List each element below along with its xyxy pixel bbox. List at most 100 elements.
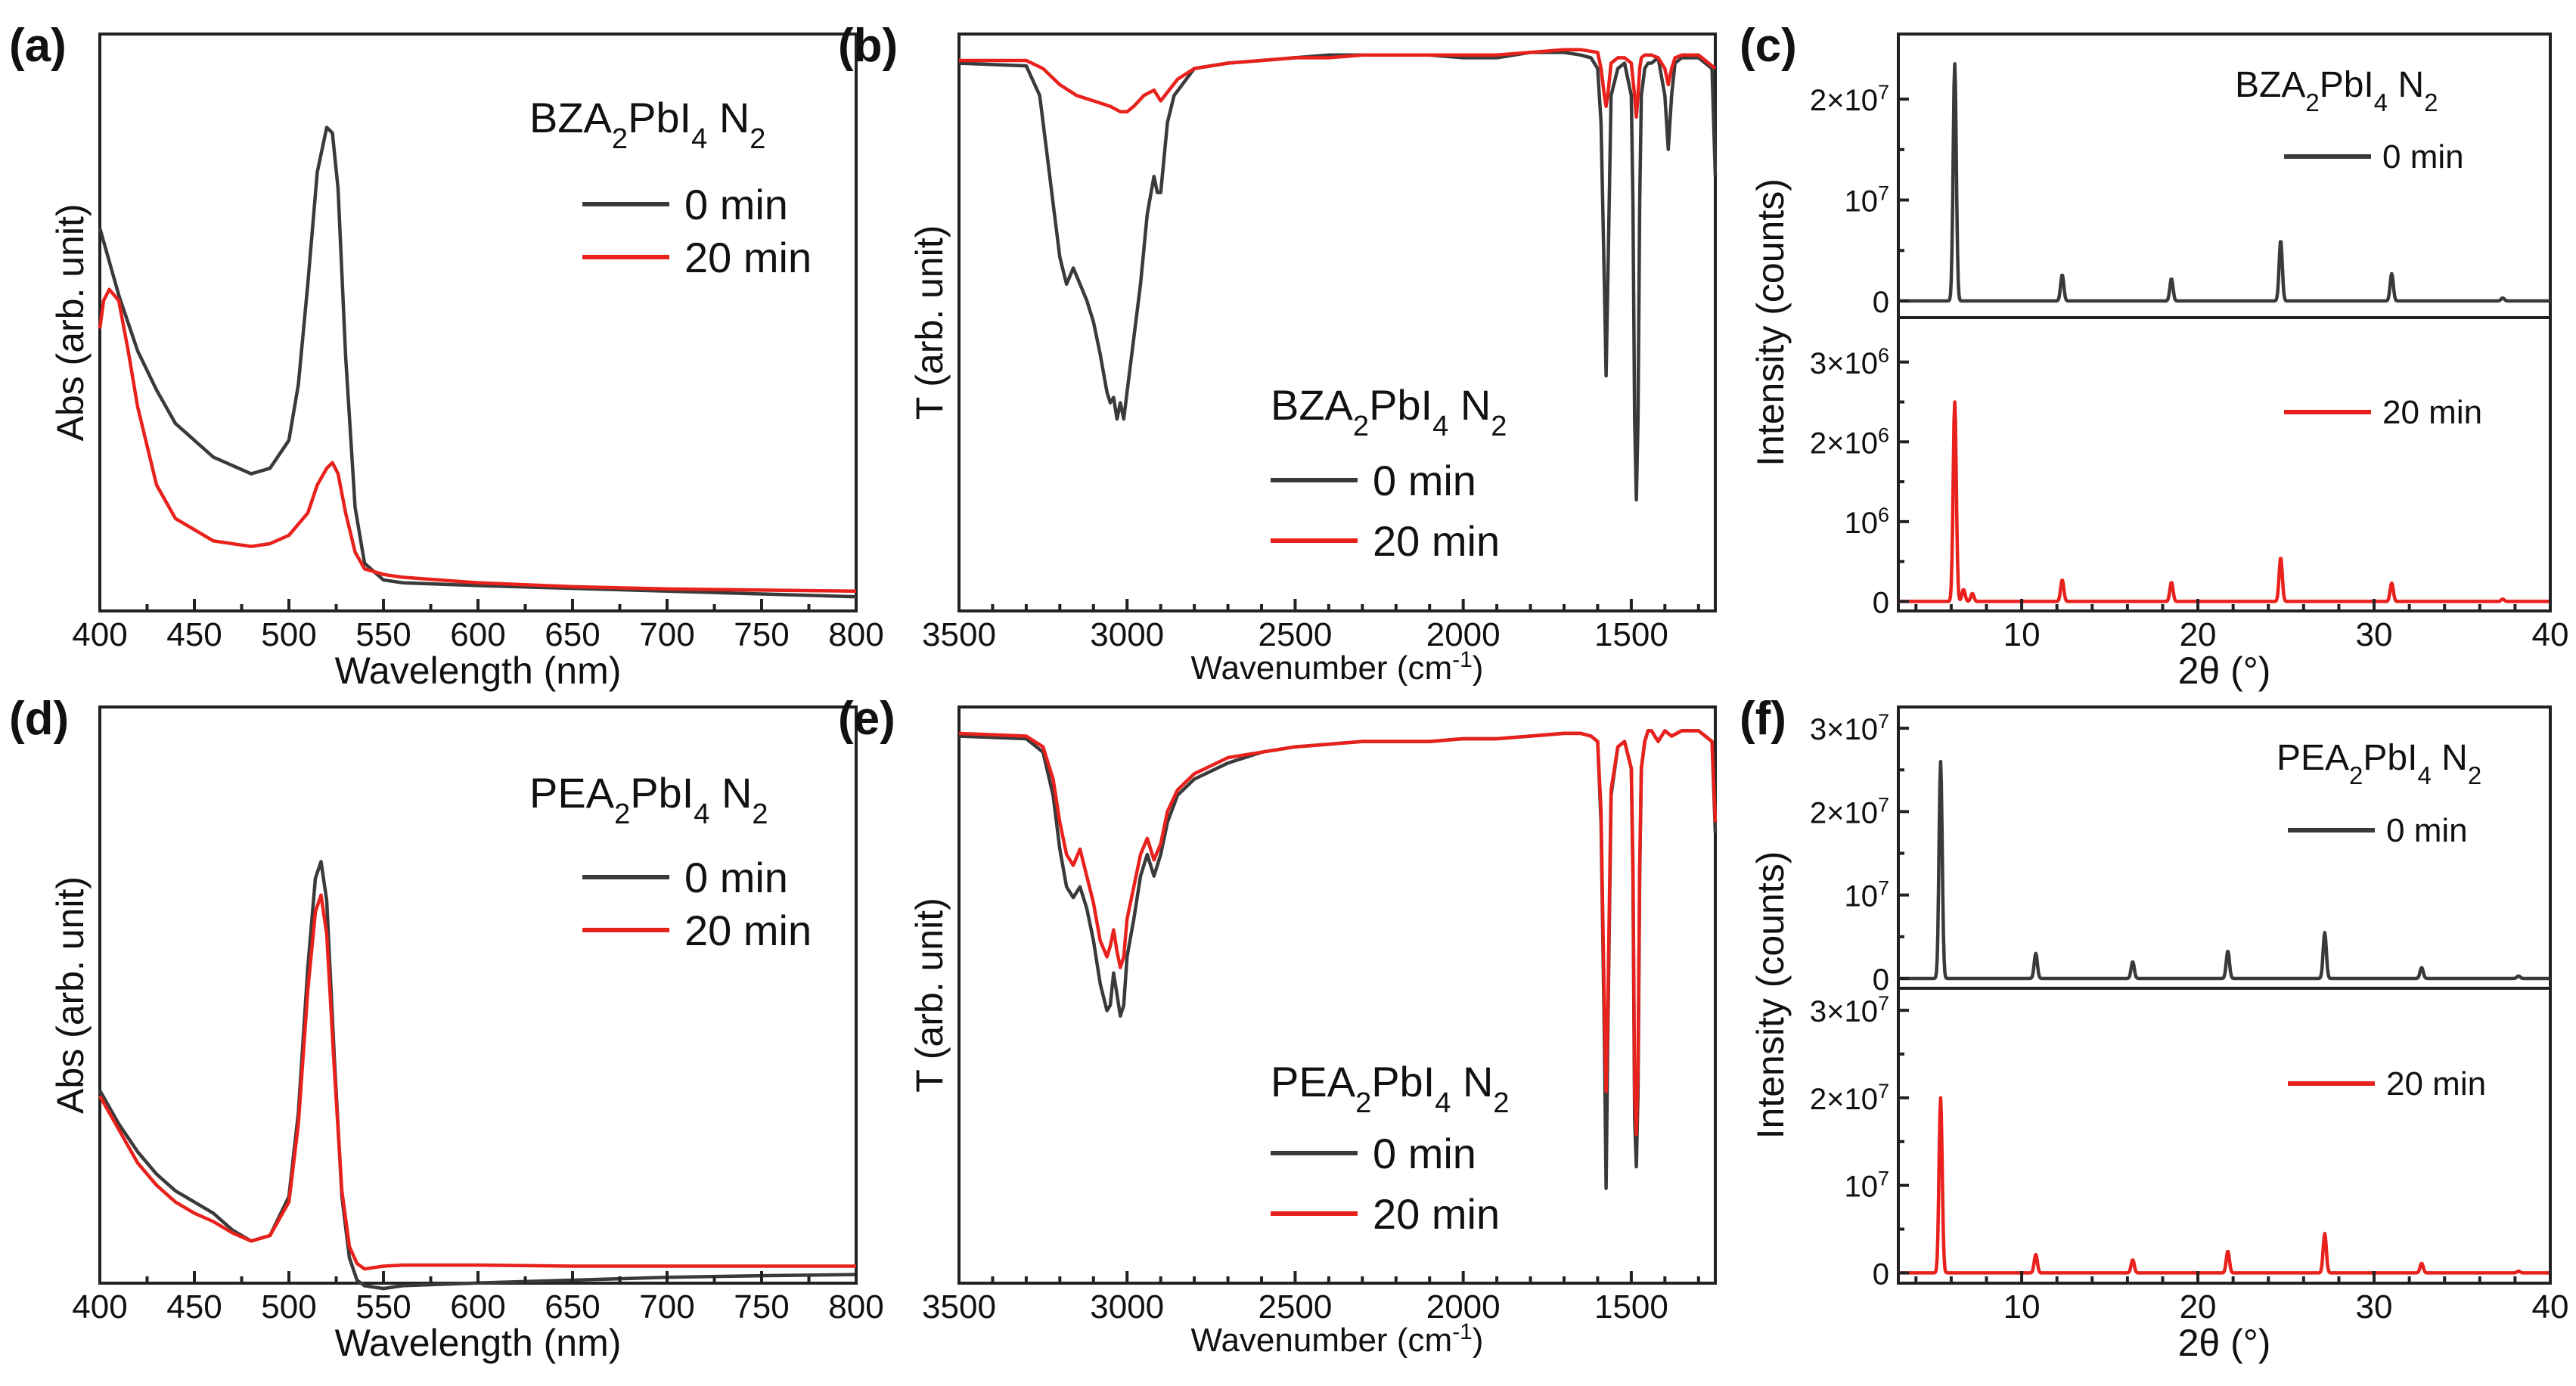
panel-c-legend-label: 20 min <box>2382 394 2482 431</box>
panel-e-compound-label: PEA2PbI4 N2 <box>1271 1058 1510 1119</box>
panel-a-xtick-label: 550 <box>355 616 411 653</box>
panel-c-xtick-label: 40 <box>2532 616 2569 653</box>
panel-a-xtick-label: 700 <box>639 616 694 653</box>
panel-f-ytick-label: 107 <box>1844 1167 1889 1204</box>
panel-a-ylabel: Abs (arb. unit) <box>49 203 92 441</box>
panel-e-xlabel: Wavenumber (cm-1) <box>1191 1319 1484 1360</box>
panel-a-legend-label: 0 min <box>684 181 788 228</box>
panel-f-xtick-label: 20 <box>2180 1288 2217 1326</box>
panel-a-xtick-label: 750 <box>734 616 789 653</box>
panel-f-legend-label: 20 min <box>2386 1065 2486 1102</box>
panel-b-xtick-label: 3500 <box>922 616 996 653</box>
panel-c-ytick-label: 2×107 <box>1810 81 1889 117</box>
panel-b-legend-label: 20 min <box>1373 517 1500 565</box>
panel-b-xtick-label: 1500 <box>1594 616 1668 653</box>
panel-d-xtick-label: 800 <box>828 1288 883 1326</box>
panel-a-xtick-label: 800 <box>828 616 883 653</box>
panel-c-compound-label: BZA2PbI4 N2 <box>2235 65 2438 116</box>
panel-c-ytick-label: 0 <box>1873 586 1889 619</box>
panel-a-xtick-label: 600 <box>450 616 505 653</box>
panel-f-ytick-label: 2×107 <box>1810 1080 1889 1116</box>
panel-c-letter: (c) <box>1740 20 1797 72</box>
panel-f-ytick-label: 3×107 <box>1810 992 1889 1028</box>
panel-d-xtick-label: 500 <box>261 1288 316 1326</box>
panel-a-xtick-label: 650 <box>545 616 600 653</box>
panel-c-ytick-label: 107 <box>1844 182 1889 219</box>
panel-f-compound-label: PEA2PbI4 N2 <box>2277 738 2481 789</box>
panel-b-series-20min <box>959 48 1717 119</box>
panel-d-xtick-label: 750 <box>734 1288 789 1326</box>
panel-d-xtick-label: 700 <box>639 1288 694 1326</box>
panel-a-xtick-label: 450 <box>166 616 222 653</box>
panel-f-pattern-20min <box>1897 1096 2552 1275</box>
panel-a-xtick-label: 500 <box>261 616 316 653</box>
panel-c-pattern-20min <box>1897 400 2552 603</box>
panel-a-series-20min <box>98 287 857 594</box>
panel-d-xtick-label: 450 <box>166 1288 222 1326</box>
panel-a-legend-label: 20 min <box>684 234 812 281</box>
panel-c-ytick-label: 106 <box>1844 504 1889 540</box>
panel-f-xtick-label: 30 <box>2356 1288 2393 1326</box>
panel-a-letter: (a) <box>9 20 67 72</box>
panel-c-frame <box>1897 33 2552 612</box>
panel-c-xtick-label: 10 <box>2003 616 2041 653</box>
panel-f-ytick-label: 3×107 <box>1810 710 1889 746</box>
panel-d-legend-label: 0 min <box>684 854 788 901</box>
panel-e-legend-label: 20 min <box>1373 1190 1500 1238</box>
panel-b-compound-label: BZA2PbI4 N2 <box>1271 381 1507 442</box>
panel-d-xtick-label: 400 <box>72 1288 127 1326</box>
panel-b-frame <box>957 33 1717 612</box>
panel-d-xtick-label: 550 <box>355 1288 411 1326</box>
panel-d-xtick-label: 650 <box>545 1288 600 1326</box>
panel-f-xtick-label: 10 <box>2003 1288 2041 1326</box>
panel-e-xtick-label: 2000 <box>1426 1288 1501 1326</box>
panel-f-ytick-label: 0 <box>1873 1257 1889 1291</box>
panel-e-legend-label: 0 min <box>1373 1130 1476 1177</box>
panel-d-letter: (d) <box>9 693 69 745</box>
panel-a-xlabel: Wavelength (nm) <box>335 650 622 692</box>
panel-d-series-0min <box>98 860 857 1291</box>
panel-c-legend-label: 0 min <box>2382 138 2464 175</box>
panel-d-legend-label: 20 min <box>684 907 812 954</box>
panel-e-series-20min <box>958 729 1718 1136</box>
panel-e-xtick-label: 1500 <box>1594 1288 1668 1326</box>
panel-c-xtick-label: 20 <box>2180 616 2217 653</box>
panel-f-pattern-0min <box>1897 759 2552 981</box>
panel-d-xlabel: Wavelength (nm) <box>335 1322 622 1364</box>
panel-a-series-0min <box>98 126 857 599</box>
panel-e-xtick-label: 3000 <box>1090 1288 1164 1326</box>
panel-f-ytick-label: 0 <box>1873 963 1889 997</box>
panel-b-xlabel: Wavenumber (cm-1) <box>1191 647 1484 687</box>
panel-e-letter: (e) <box>838 693 895 745</box>
panel-b-xtick-label: 2500 <box>1258 616 1332 653</box>
panel-b-ylabel: T (arb. unit) <box>908 225 951 420</box>
panel-b-xtick-label: 2000 <box>1426 616 1501 653</box>
panel-f-ylabel: Intensity (counts) <box>1749 851 1792 1139</box>
panel-f-xtick-label: 40 <box>2532 1288 2569 1326</box>
panel-b-legend-label: 0 min <box>1373 457 1476 504</box>
panel-f-xlabel: 2θ (°) <box>2178 1322 2271 1364</box>
panel-f-legend-label: 0 min <box>2386 812 2468 849</box>
panel-f-ytick-label: 107 <box>1844 877 1889 913</box>
panel-c-pattern-0min <box>1897 62 2552 303</box>
panel-e-frame <box>957 705 1717 1285</box>
panel-d-series-20min <box>98 893 856 1271</box>
panel-d-ylabel: Abs (arb. unit) <box>49 876 92 1114</box>
panel-a-xtick-label: 400 <box>72 616 127 653</box>
panel-c-xlabel: 2θ (°) <box>2178 650 2271 692</box>
panel-d-compound-label: PEA2PbI4 N2 <box>529 769 768 830</box>
panel-f-ytick-label: 2×107 <box>1810 793 1889 829</box>
panel-d-xtick-label: 600 <box>450 1288 505 1326</box>
panel-c-ylabel: Intensity (counts) <box>1749 178 1792 467</box>
panel-c-xtick-label: 30 <box>2356 616 2393 653</box>
panel-c-ytick-label: 2×106 <box>1810 423 1889 460</box>
panel-c-ytick-label: 3×106 <box>1810 344 1889 380</box>
panel-e-xtick-label: 3500 <box>922 1288 996 1326</box>
panel-f-letter: (f) <box>1740 693 1786 745</box>
panel-e-ylabel: T (arb. unit) <box>908 898 951 1093</box>
panel-b-series-0min <box>958 51 1718 502</box>
panel-f-frame <box>1897 705 2552 1285</box>
panel-a-compound-label: BZA2PbI4 N2 <box>529 94 765 155</box>
panel-b-letter: (b) <box>838 20 898 72</box>
